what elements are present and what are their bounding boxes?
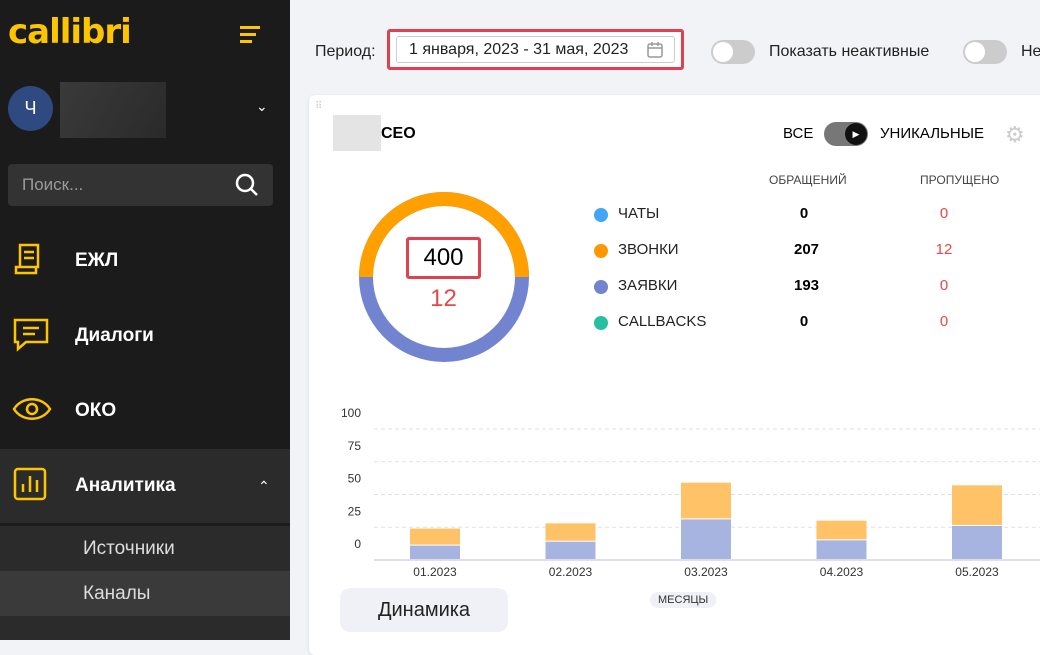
period-label: Период: bbox=[315, 43, 376, 60]
sidebar-subitem-sources[interactable]: Источники bbox=[0, 526, 290, 571]
bar-segment bbox=[952, 485, 1002, 525]
col-requests-header: ОБРАЩЕНИЙ bbox=[769, 173, 847, 187]
menu-icon[interactable] bbox=[240, 26, 260, 47]
avatar[interactable]: Ч bbox=[8, 86, 53, 131]
y-tick-label: 50 bbox=[348, 472, 362, 486]
x-axis-label: МЕСЯЦЫ bbox=[650, 592, 717, 608]
sidebar-item-dialogs[interactable]: Диалоги bbox=[0, 299, 290, 373]
date-range-picker[interactable]: 1 января, 2023 - 31 мая, 2023 bbox=[387, 29, 684, 70]
gear-icon[interactable]: ⚙ bbox=[1005, 122, 1025, 147]
journal-icon bbox=[0, 241, 75, 282]
date-range-value: 1 января, 2023 - 31 мая, 2023 bbox=[409, 40, 629, 58]
legend-dot bbox=[594, 280, 608, 294]
x-tick-label: 02.2023 bbox=[549, 565, 593, 579]
eye-icon bbox=[0, 394, 75, 429]
y-tick-label: 75 bbox=[348, 439, 362, 453]
bar-segment bbox=[816, 520, 867, 540]
toggle2-label: Не bbox=[1021, 43, 1040, 60]
x-tick-label: 04.2023 bbox=[820, 565, 864, 579]
show-inactive-toggle[interactable] bbox=[711, 40, 755, 64]
row-missed: 12 bbox=[935, 241, 953, 258]
y-tick-label: 100 bbox=[341, 406, 361, 420]
chevron-down-icon[interactable]: ⌄ bbox=[256, 98, 268, 114]
row-missed: 0 bbox=[939, 277, 949, 294]
legend-row: CALLBACKS 0 0 bbox=[594, 313, 1014, 333]
row-requests: 0 bbox=[799, 205, 809, 222]
missed-count: 12 bbox=[430, 285, 457, 312]
logo: callibri bbox=[8, 12, 132, 52]
analytics-icon bbox=[0, 466, 75, 507]
calendar-icon[interactable] bbox=[646, 41, 664, 59]
legend-row: ЗВОНКИ 207 12 bbox=[594, 241, 1014, 261]
total-count: 400 bbox=[406, 237, 481, 279]
toggle2[interactable] bbox=[963, 40, 1007, 64]
unique-toggle[interactable]: ▶ bbox=[824, 122, 868, 146]
search-icon[interactable] bbox=[235, 173, 259, 197]
row-name: CALLBACKS bbox=[618, 313, 707, 330]
drag-handle-icon[interactable]: ⠿ bbox=[315, 101, 324, 112]
sidebar-item-analytics[interactable]: Аналитика ⌃ bbox=[0, 449, 290, 523]
row-missed: 0 bbox=[939, 313, 949, 330]
row-requests: 193 bbox=[794, 277, 820, 294]
dynamics-button[interactable]: Динамика bbox=[340, 588, 508, 632]
row-name: ЗАЯВКИ bbox=[618, 277, 678, 294]
search-box bbox=[8, 164, 273, 206]
row-requests: 207 bbox=[794, 241, 820, 258]
show-inactive-label: Показать неактивные bbox=[769, 43, 930, 60]
bar-segment bbox=[410, 545, 460, 559]
main: Период: Показать неактивные Не bbox=[290, 0, 1040, 640]
mode-all-label: ВСЕ bbox=[783, 125, 814, 142]
bar-chart: 0 25 50 75 100 01.2023 02.2023 03.2023 04.2023 05… bbox=[341, 406, 1040, 579]
bar-segment bbox=[952, 525, 1002, 559]
row-name: ЧАТЫ bbox=[618, 205, 660, 222]
bar-segment bbox=[545, 523, 596, 541]
bar-segment bbox=[816, 540, 867, 559]
chevron-up-icon[interactable]: ⌃ bbox=[258, 477, 270, 494]
sidebar-subitem-channels[interactable]: Каналы bbox=[0, 571, 290, 616]
x-tick-label: 05.2023 bbox=[955, 565, 999, 579]
x-tick-label: 01.2023 bbox=[413, 565, 457, 579]
legend-dot bbox=[594, 208, 608, 222]
row-missed: 0 bbox=[939, 205, 949, 222]
row-name: ЗВОНКИ bbox=[618, 241, 679, 258]
legend-row: ЧАТЫ 0 0 bbox=[594, 205, 1014, 225]
sidebar-item-ezhl[interactable]: ЕЖЛ bbox=[0, 224, 290, 298]
play-icon: ▶ bbox=[845, 123, 867, 145]
mode-unique-label: УНИКАЛЬНЫЕ bbox=[880, 125, 985, 142]
channel-image-blurred bbox=[333, 115, 381, 151]
donut-chart bbox=[359, 192, 529, 362]
bar-segment bbox=[681, 482, 731, 519]
channel-card: ⠿ CEO ВСЕ ▶ УНИКАЛЬНЫЕ ⚙ ОБРАЩЕНИЙ ПРОПУ… bbox=[309, 95, 1040, 655]
account-name-blurred bbox=[60, 82, 166, 138]
sidebar-item-oko[interactable]: ОКО bbox=[0, 374, 290, 448]
row-requests: 0 bbox=[799, 313, 809, 330]
search-input[interactable] bbox=[22, 175, 222, 195]
donut-segment-calls bbox=[359, 192, 529, 278]
legend-dot bbox=[594, 316, 608, 330]
y-tick-label: 25 bbox=[348, 504, 362, 518]
bar-segment bbox=[681, 519, 731, 559]
legend-row: ЗАЯВКИ 193 0 bbox=[594, 277, 1014, 297]
col-missed-header: ПРОПУЩЕНО bbox=[920, 173, 1000, 187]
sidebar: callibri Ч ⌄ ЕЖЛ Диалоги ОКО Аналитика ⌃… bbox=[0, 0, 290, 640]
x-tick-label: 03.2023 bbox=[684, 565, 728, 579]
legend-dot bbox=[594, 244, 608, 258]
card-title: CEO bbox=[381, 125, 416, 142]
chat-icon bbox=[0, 316, 75, 357]
y-tick-label: 0 bbox=[354, 537, 361, 551]
bar-segment bbox=[545, 541, 596, 559]
bar-segment bbox=[410, 528, 460, 545]
